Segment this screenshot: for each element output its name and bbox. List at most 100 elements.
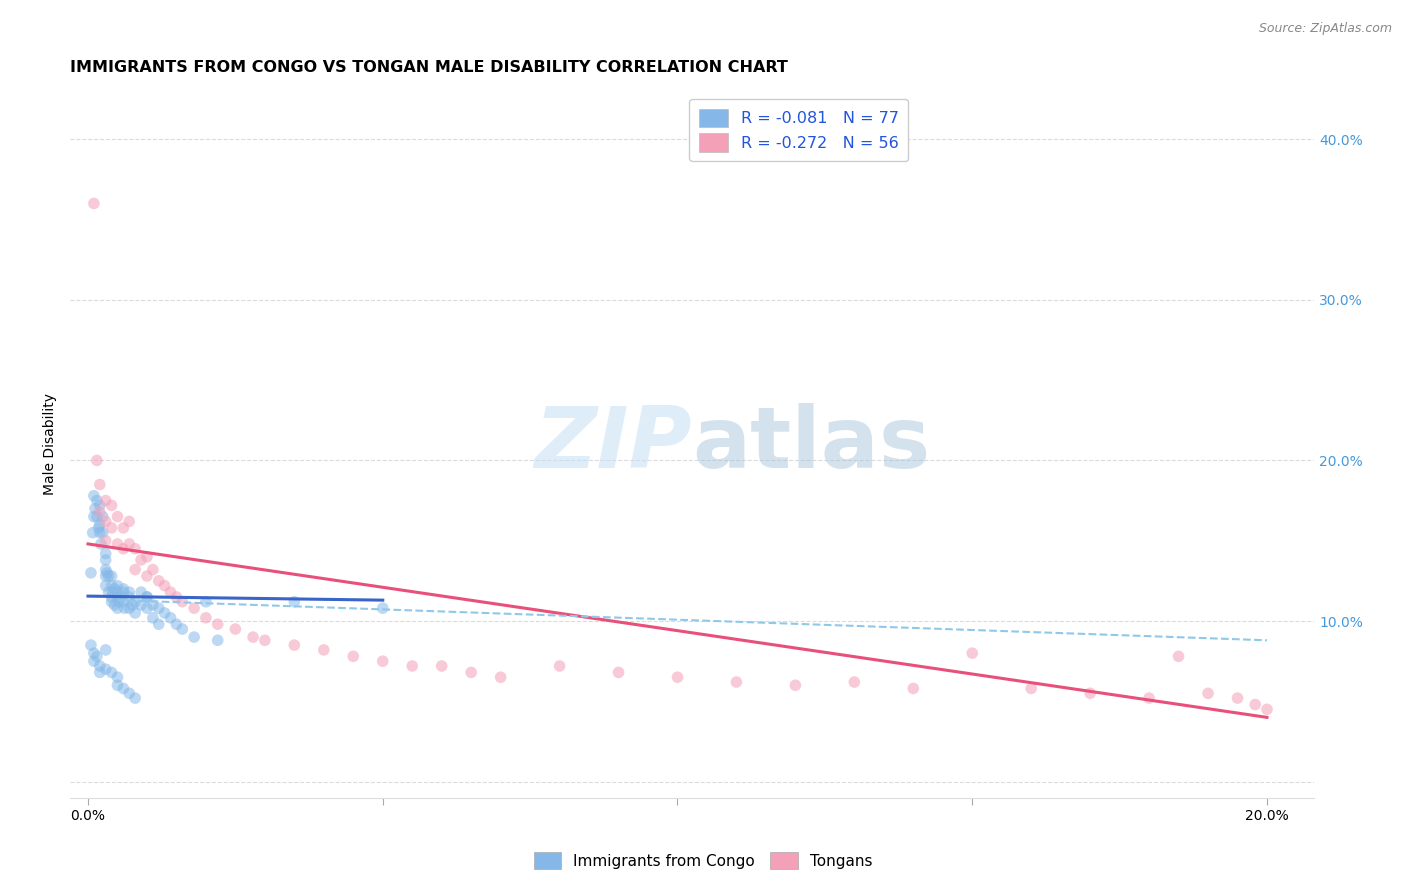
Point	[80, 638, 103, 652]
Text: Source: ZipAtlas.com: Source: ZipAtlas.com	[1258, 22, 1392, 36]
Point	[107, 601, 129, 615]
Point	[107, 678, 129, 692]
Point	[1244, 698, 1267, 712]
Point	[96, 566, 118, 580]
Point	[94, 662, 117, 676]
Point	[242, 630, 264, 644]
Point	[371, 654, 394, 668]
Point	[785, 678, 807, 692]
Point	[107, 509, 129, 524]
Point	[91, 509, 114, 524]
Point	[101, 585, 124, 599]
Point	[86, 509, 108, 524]
Point	[124, 691, 146, 706]
Point	[89, 505, 111, 519]
Point	[100, 590, 122, 604]
Point	[903, 681, 925, 696]
Point	[118, 686, 141, 700]
Point	[283, 638, 305, 652]
Point	[83, 509, 105, 524]
Point	[460, 665, 482, 680]
Point	[136, 601, 159, 615]
Point	[83, 196, 105, 211]
Point	[136, 590, 159, 604]
Point	[121, 598, 143, 612]
Point	[97, 585, 120, 599]
Text: ZIP: ZIP	[534, 403, 692, 486]
Point	[86, 649, 108, 664]
Point	[86, 453, 108, 467]
Point	[142, 611, 165, 625]
Point	[94, 569, 117, 583]
Legend: Immigrants from Congo, Tongans: Immigrants from Congo, Tongans	[527, 846, 879, 875]
Point	[91, 525, 114, 540]
Point	[94, 493, 117, 508]
Point	[103, 598, 125, 612]
Point	[107, 585, 129, 599]
Point	[86, 493, 108, 508]
Point	[148, 617, 170, 632]
Point	[1256, 702, 1278, 716]
Point	[844, 675, 866, 690]
Point	[112, 681, 135, 696]
Point	[960, 646, 983, 660]
Point	[94, 643, 117, 657]
Point	[153, 606, 176, 620]
Point	[142, 563, 165, 577]
Point	[136, 590, 159, 604]
Point	[94, 515, 117, 529]
Point	[283, 595, 305, 609]
Point	[129, 585, 152, 599]
Point	[112, 585, 135, 599]
Point	[94, 563, 117, 577]
Point	[118, 601, 141, 615]
Point	[100, 521, 122, 535]
Point	[489, 670, 512, 684]
Point	[107, 590, 129, 604]
Point	[607, 665, 630, 680]
Point	[118, 585, 141, 599]
Point	[124, 595, 146, 609]
Point	[124, 606, 146, 620]
Point	[118, 590, 141, 604]
Point	[165, 617, 187, 632]
Point	[118, 515, 141, 529]
Y-axis label: Male Disability: Male Disability	[44, 393, 58, 495]
Point	[83, 646, 105, 660]
Point	[107, 537, 129, 551]
Point	[84, 501, 107, 516]
Point	[401, 659, 423, 673]
Point	[107, 595, 129, 609]
Point	[82, 525, 104, 540]
Point	[94, 547, 117, 561]
Point	[1167, 649, 1189, 664]
Point	[80, 566, 103, 580]
Legend: R = -0.081   N = 77, R = -0.272   N = 56: R = -0.081 N = 77, R = -0.272 N = 56	[689, 99, 908, 161]
Point	[148, 601, 170, 615]
Point	[89, 525, 111, 540]
Point	[100, 499, 122, 513]
Point	[172, 595, 194, 609]
Point	[87, 521, 110, 535]
Point	[110, 590, 132, 604]
Point	[114, 601, 136, 615]
Point	[1226, 691, 1249, 706]
Text: atlas: atlas	[692, 403, 931, 486]
Point	[112, 595, 135, 609]
Point	[94, 553, 117, 567]
Point	[124, 541, 146, 556]
Point	[159, 611, 181, 625]
Point	[118, 537, 141, 551]
Point	[100, 579, 122, 593]
Point	[725, 675, 748, 690]
Point	[100, 595, 122, 609]
Point	[100, 665, 122, 680]
Point	[194, 595, 217, 609]
Point	[103, 582, 125, 596]
Point	[90, 537, 112, 551]
Point	[112, 582, 135, 596]
Point	[371, 601, 394, 615]
Point	[83, 654, 105, 668]
Point	[183, 601, 205, 615]
Text: IMMIGRANTS FROM CONGO VS TONGAN MALE DISABILITY CORRELATION CHART: IMMIGRANTS FROM CONGO VS TONGAN MALE DIS…	[70, 60, 789, 75]
